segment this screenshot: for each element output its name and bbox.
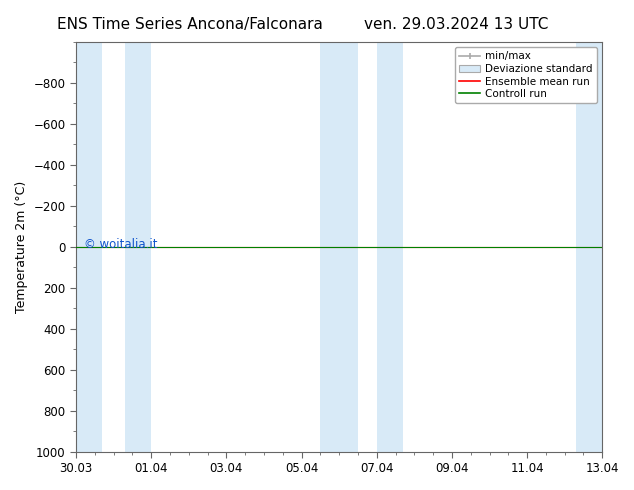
Text: ven. 29.03.2024 13 UTC: ven. 29.03.2024 13 UTC [365, 17, 548, 32]
Y-axis label: Temperature 2m (°C): Temperature 2m (°C) [15, 181, 28, 313]
Bar [377, 42, 403, 452]
Legend: min/max, Deviazione standard, Ensemble mean run, Controll run: min/max, Deviazione standard, Ensemble m… [455, 47, 597, 103]
Bar [320, 42, 358, 452]
Bar [576, 42, 602, 452]
Bar [76, 42, 103, 452]
Text: © woitalia.it: © woitalia.it [84, 238, 157, 251]
Text: ENS Time Series Ancona/Falconara: ENS Time Series Ancona/Falconara [57, 17, 323, 32]
Bar [125, 42, 152, 452]
